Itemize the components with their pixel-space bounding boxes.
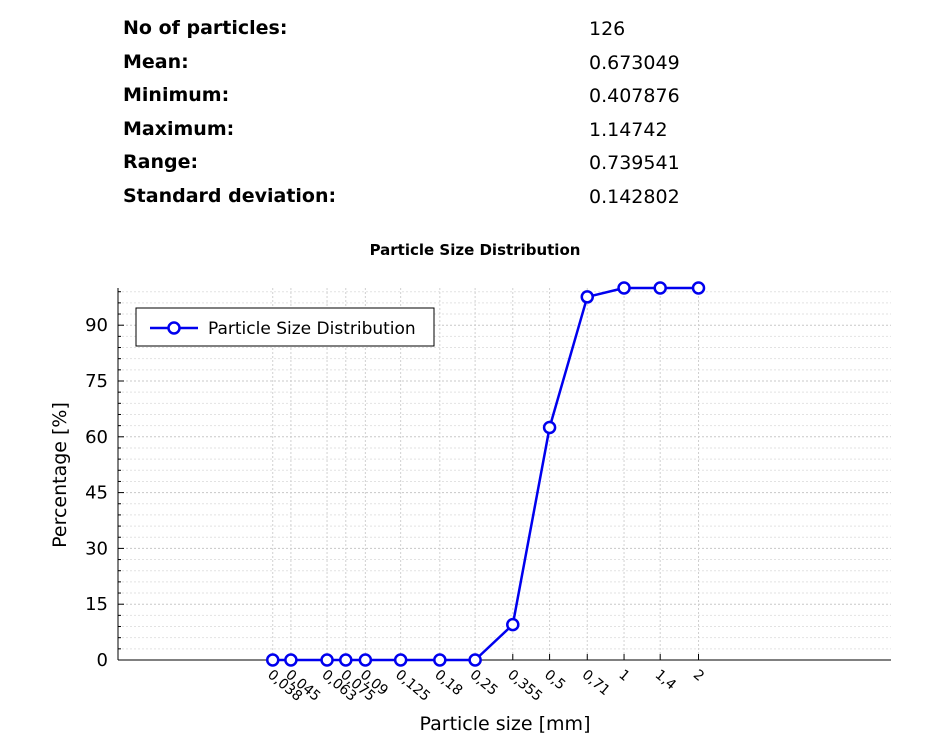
x-tick-label: 0,5	[541, 667, 568, 694]
legend: Particle Size Distribution	[135, 307, 435, 347]
data-point	[542, 420, 557, 435]
data-point	[691, 281, 706, 295]
y-axis-label: Percentage [%]	[49, 402, 71, 548]
chart-series	[265, 281, 706, 667]
legend-marker-sample	[167, 321, 181, 335]
chart-axes	[117, 288, 891, 661]
stat-label-count: No of particles:	[123, 17, 288, 39]
data-point	[320, 653, 334, 667]
x-tick-label: 1,4	[652, 667, 679, 694]
stat-value-range: 0.739541	[589, 152, 680, 174]
stat-label-maximum: Maximum:	[123, 118, 235, 140]
stat-value-std-dev: 0.142802	[589, 186, 680, 208]
stat-label-std-dev: Standard deviation:	[123, 185, 337, 207]
data-point	[358, 653, 373, 667]
data-point	[653, 281, 667, 295]
chart-title: Particle Size Distribution	[370, 241, 581, 259]
x-tick-label: 0,25	[467, 667, 501, 699]
data-point	[265, 653, 280, 667]
data-point	[468, 653, 482, 667]
stat-value-minimum: 0.407876	[589, 85, 680, 107]
y-tick-label: 45	[85, 483, 108, 504]
chart-grid	[118, 288, 891, 660]
y-tick-label: 15	[85, 594, 108, 615]
stat-value-mean: 0.673049	[589, 52, 680, 74]
stat-value-maximum: 1.14742	[589, 119, 668, 141]
y-tick-label: 75	[85, 371, 108, 392]
stat-value-count: 126	[589, 18, 626, 40]
x-tick-label: 0,125	[392, 667, 433, 705]
x-tick-label: 2	[690, 667, 707, 685]
data-point	[284, 653, 298, 667]
y-tick-label: 90	[85, 315, 108, 336]
data-point	[433, 653, 447, 667]
stat-label-range: Range:	[123, 151, 199, 173]
stat-label-minimum: Minimum:	[123, 84, 230, 106]
y-tick-label: 0	[97, 650, 108, 671]
y-tick-label: 30	[85, 538, 108, 559]
stat-label-mean: Mean:	[123, 51, 189, 73]
statistics-panel: No of particles: 126 Mean: 0.673049 Mini…	[0, 0, 931, 220]
x-axis-label: Particle size [mm]	[420, 713, 591, 735]
data-point	[339, 653, 353, 667]
data-point	[393, 653, 408, 667]
x-tick-label: 0,355	[504, 667, 545, 705]
x-tick-label: 0,71	[579, 667, 613, 699]
x-tick-label: 0,18	[431, 667, 465, 699]
y-tick-label: 60	[85, 427, 108, 448]
data-point	[617, 281, 631, 295]
x-tick-label: 1	[615, 667, 632, 685]
data-point	[506, 617, 520, 632]
data-point	[580, 290, 595, 304]
legend-label: Particle Size Distribution	[208, 319, 416, 339]
